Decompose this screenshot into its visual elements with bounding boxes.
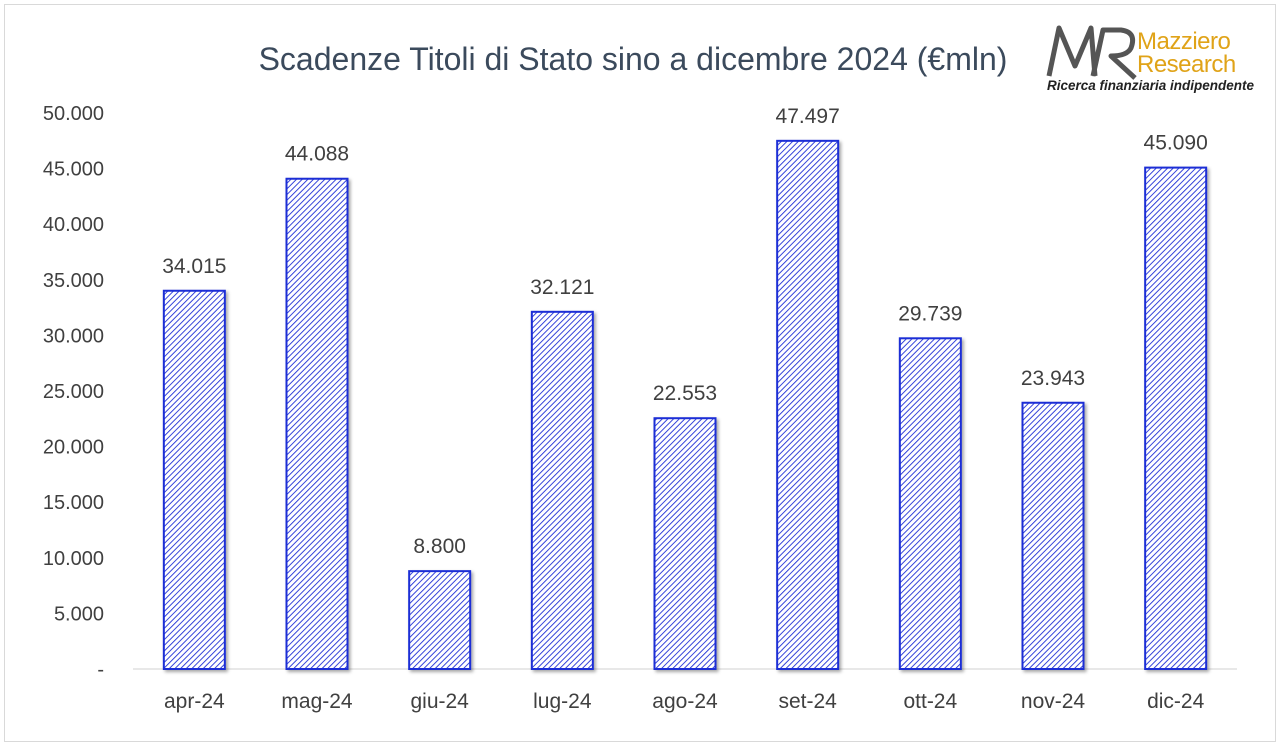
x-tick-label: giu-24 [410,690,469,713]
bar-value-label: 23.943 [1021,367,1085,390]
x-tick-label: lug-24 [533,690,592,713]
mr-monogram-logo [1046,25,1137,80]
bar [653,417,717,670]
bar [285,177,349,670]
bar-value-label: 8.800 [413,535,466,558]
logo-name-line2: Research [1137,51,1236,78]
y-tick-label: 30.000 [43,325,104,347]
bar [530,310,594,670]
bar [1021,401,1085,670]
y-tick-label: 20.000 [43,437,104,459]
bar [776,139,840,670]
bar-value-label: 34.015 [162,255,226,278]
bar [162,289,226,670]
logo-name-line1: Mazziero [1137,28,1231,55]
logo-tagline: Ricerca finanziaria indipendente [1047,78,1255,93]
bars-group: 34.015 44.088 8.800 32.121 22.553 47.497 29.73… [162,105,1208,670]
y-tick-label: 50.000 [43,103,104,125]
brand-logo: Mazziero Research Ricerca finanziaria in… [1045,22,1260,100]
bar-value-label: 29.739 [898,302,962,325]
x-tick-label: set-24 [778,690,837,713]
y-tick-label: 15.000 [43,492,104,514]
y-tick-label: - [97,659,104,681]
x-tick-label: mag-24 [281,690,353,713]
bar [408,570,472,670]
y-tick-label: 25.000 [43,381,104,403]
y-tick-label: 5.000 [54,603,104,625]
y-tick-label: 10.000 [43,548,104,570]
x-tick-label: apr-24 [164,690,225,713]
chart-title: Scadenze Titoli di Stato sino a dicembre… [259,41,1008,77]
y-tick-label: 35.000 [43,270,104,292]
x-tick-label: nov-24 [1021,690,1086,713]
logo-name: Mazziero Research [1137,28,1236,78]
x-tick-label: ago-24 [652,690,718,713]
bar-value-label: 45.090 [1144,132,1208,155]
y-axis: - 5.000 10.000 15.000 20.000 25.000 30.000 35.0… [43,103,104,681]
bar-value-label: 22.553 [653,382,717,405]
x-tick-label: dic-24 [1147,690,1205,713]
x-axis: apr-24 mag-24 giu-24 lug-24 ago-24 set-24 ott-… [164,690,1205,713]
y-tick-label: 45.000 [43,159,104,181]
bar [1144,166,1208,670]
bar-value-label: 32.121 [530,276,594,299]
bar-value-label: 44.088 [285,143,349,166]
bar-value-label: 47.497 [776,105,840,128]
x-tick-label: ott-24 [903,690,957,713]
y-tick-label: 40.000 [43,214,104,236]
bar [898,337,962,670]
